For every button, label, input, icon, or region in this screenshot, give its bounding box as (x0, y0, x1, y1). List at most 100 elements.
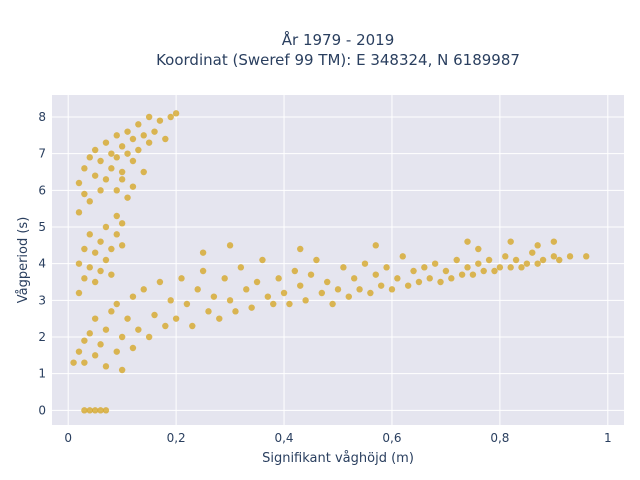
data-point (286, 300, 293, 308)
data-point (399, 253, 406, 260)
data-point (529, 249, 536, 256)
data-point (475, 245, 482, 253)
data-point (113, 132, 120, 139)
data-point (97, 157, 104, 165)
data-point (437, 278, 444, 286)
data-point (156, 278, 164, 286)
data-point (534, 260, 541, 267)
data-point (91, 407, 99, 414)
plot-area (52, 95, 624, 425)
data-point (113, 212, 120, 220)
data-point (539, 256, 547, 264)
data-point (226, 297, 234, 304)
data-point (108, 245, 115, 253)
data-point (523, 260, 531, 267)
data-point (135, 121, 142, 128)
data-point (442, 267, 450, 275)
data-point (102, 223, 110, 231)
data-point (410, 267, 417, 275)
data-point (70, 359, 77, 366)
data-point (426, 275, 433, 282)
data-point (383, 264, 390, 271)
data-point (129, 293, 137, 300)
data-point (199, 267, 207, 275)
data-point (361, 260, 369, 267)
data-point (226, 242, 234, 249)
data-point (108, 150, 115, 157)
data-point (81, 275, 88, 282)
data-point (297, 245, 304, 253)
data-point (151, 311, 158, 319)
data-point (75, 260, 83, 267)
data-point (280, 289, 288, 297)
data-point (81, 165, 88, 172)
data-point (583, 253, 590, 260)
data-point (448, 275, 455, 282)
data-point (318, 289, 326, 297)
data-point (108, 308, 115, 315)
data-point (91, 315, 99, 322)
data-point (307, 271, 315, 278)
x-axis-ticks: 0 0,2 0,4 0,6 0,8 1 (64, 431, 611, 445)
data-point (334, 286, 342, 293)
data-point (248, 304, 255, 311)
data-point (189, 322, 196, 330)
data-point (118, 242, 126, 249)
x-tick-label: 0 (64, 431, 72, 445)
data-point (496, 264, 504, 271)
data-point (199, 249, 207, 256)
x-tick-label: 0,4 (274, 431, 293, 445)
data-point (415, 278, 423, 286)
data-point (145, 139, 153, 146)
x-axis-label: Signifikant våghöjd (m) (262, 451, 414, 466)
data-point (102, 407, 110, 414)
data-point (124, 315, 131, 322)
data-point (162, 135, 169, 143)
data-point (453, 256, 460, 264)
data-point (86, 154, 93, 161)
data-point (216, 315, 223, 322)
data-point (372, 242, 379, 249)
data-point (135, 326, 142, 333)
data-point (140, 168, 147, 176)
data-point (345, 293, 352, 300)
data-point (475, 260, 482, 267)
data-points (70, 110, 590, 414)
data-point (91, 278, 99, 286)
data-point (91, 146, 99, 154)
data-point (550, 238, 558, 245)
data-point (75, 179, 83, 187)
data-point (372, 271, 379, 278)
data-point (91, 172, 99, 179)
data-point (97, 267, 104, 275)
data-point (145, 113, 153, 121)
data-point (394, 275, 401, 282)
data-point (129, 183, 137, 190)
data-point (221, 275, 228, 282)
y-tick-label: 2 (38, 330, 46, 344)
x-tick-label: 0,8 (490, 431, 509, 445)
data-point (91, 249, 99, 256)
data-point (302, 297, 309, 304)
data-point (243, 286, 250, 293)
data-point (458, 271, 466, 278)
data-point (86, 264, 93, 271)
x-tick-label: 1 (604, 431, 612, 445)
data-point (550, 253, 558, 260)
data-point (102, 176, 110, 183)
data-point (324, 278, 331, 286)
data-point (566, 253, 574, 260)
data-point (356, 286, 363, 293)
data-point (81, 245, 88, 253)
y-tick-label: 1 (38, 367, 46, 381)
data-point (81, 359, 88, 366)
data-point (156, 117, 164, 124)
data-point (118, 333, 126, 341)
data-point (350, 275, 358, 282)
data-point (81, 407, 88, 414)
data-point (237, 264, 245, 271)
data-point (340, 264, 347, 271)
data-point (291, 267, 299, 275)
data-point (81, 190, 88, 198)
